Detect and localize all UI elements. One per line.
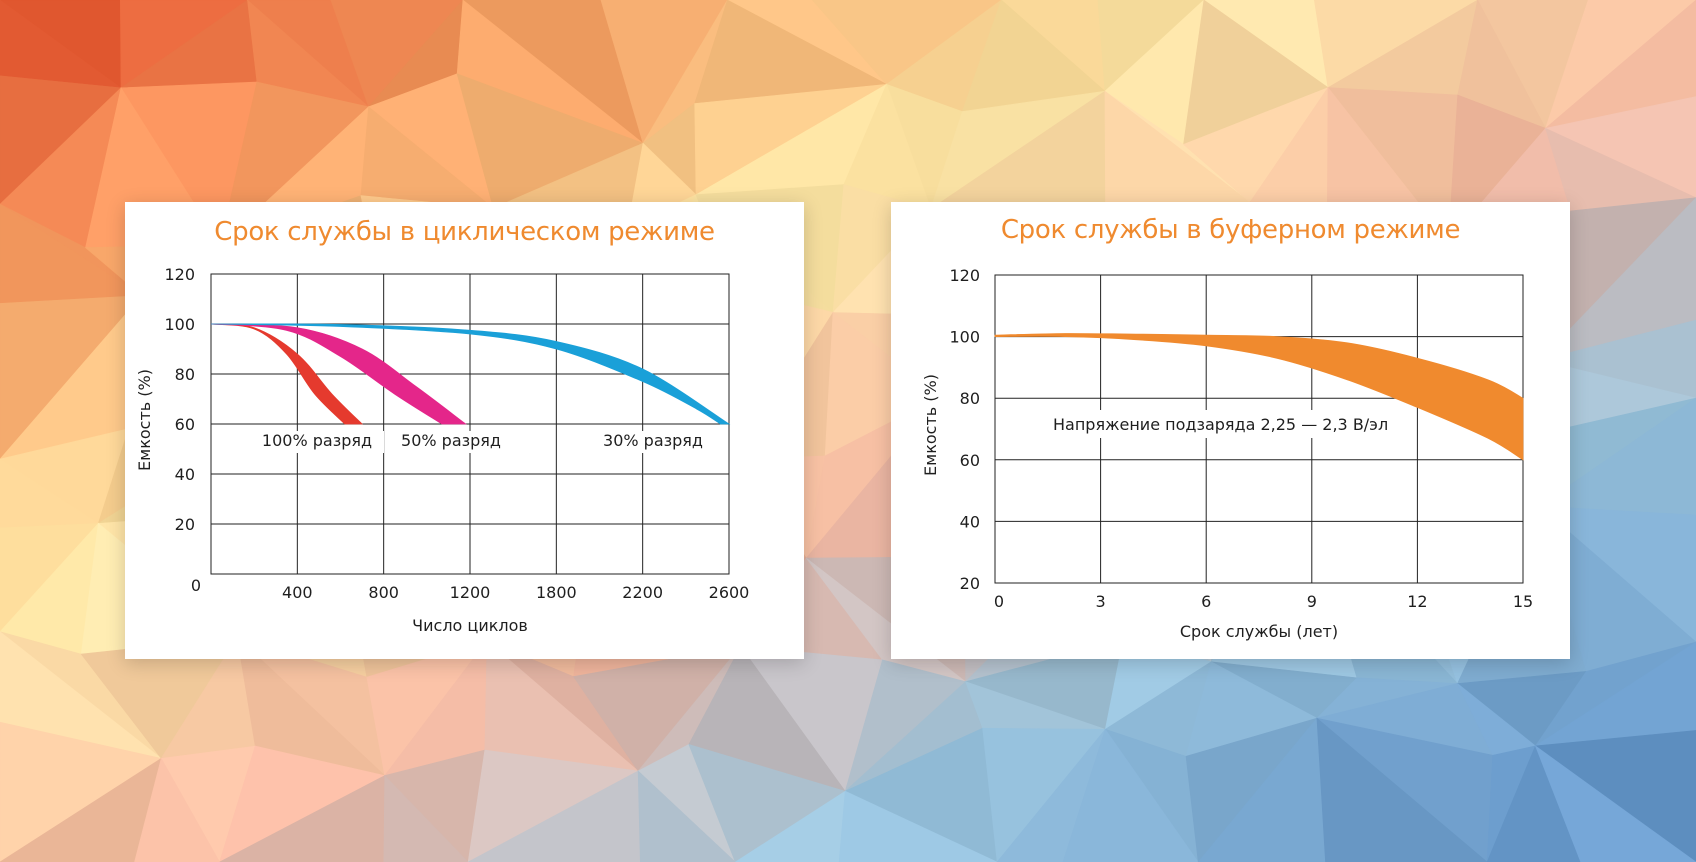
float-annotation-bg [1046, 410, 1382, 438]
cyclic-y-tick-label: 40 [175, 465, 195, 484]
float-x-tick-label: 0 [994, 592, 1004, 611]
cyclic-series-label-2: 30% разряд [603, 431, 703, 450]
float-x-tick-label: 12 [1407, 592, 1427, 611]
background-triangle [1534, 745, 1696, 862]
cyclic-series-label-1: 50% разряд [401, 431, 501, 450]
background-triangle [1062, 728, 1199, 862]
cyclic-x-tick-label: 2200 [622, 583, 663, 602]
cyclic-y-tick-label: 0 [191, 576, 201, 595]
cyclic-x-axis-title: Число циклов [412, 616, 528, 635]
cyclic-x-tick-label: 2600 [709, 583, 750, 602]
background-triangle [637, 770, 736, 862]
float-y-tick-label: 20 [960, 574, 980, 593]
float-chart-plot: 120 100 80 60 40 20 0 3 6 9 12 15 Срок службы (лет) Е… [921, 266, 1533, 641]
cyclic-series-label-bg [391, 431, 511, 453]
float-x-axis-title: Срок службы (лет) [1180, 622, 1338, 641]
cyclic-chart-plot: 120 100 80 60 40 20 0 400 800 1200 1800 2200 2600 Чис… [135, 265, 750, 635]
cyclic-x-tick-label: 400 [282, 583, 313, 602]
cyclic-series-label-bg [593, 431, 713, 453]
cyclic-y-tick-label: 60 [175, 415, 195, 434]
cyclic-y-tick-label: 100 [164, 315, 195, 334]
background-triangle [383, 774, 469, 862]
float-y-tick-label: 80 [960, 389, 980, 408]
float-y-axis-title: Емкость (%) [921, 374, 940, 476]
cyclic-chart-title: Срок службы в циклическом режиме [214, 217, 715, 247]
cyclic-x-tick-label: 800 [368, 583, 399, 602]
float-x-tick-label: 6 [1201, 592, 1211, 611]
cyclic-y-axis-title: Емкость (%) [135, 369, 154, 471]
background-triangle [838, 790, 998, 862]
cyclic-life-chart-card: Срок службы в циклическом режиме 120 100 8… [125, 202, 804, 659]
cyclic-y-tick-label: 120 [164, 265, 195, 284]
cyclic-series-label-bg [250, 431, 384, 453]
cyclic-x-tick-label: 1800 [536, 583, 577, 602]
float-x-tick-label: 3 [1096, 592, 1106, 611]
float-series-band-0 [994, 333, 1524, 461]
float-y-tick-label: 40 [960, 512, 980, 531]
float-y-tick-label: 100 [949, 328, 980, 347]
float-x-tick-label: 9 [1307, 592, 1317, 611]
background-triangle [134, 757, 220, 862]
float-y-tick-label: 120 [949, 266, 980, 285]
cyclic-series-band-1 [210, 323, 467, 425]
cyclic-y-tick-label: 20 [175, 515, 195, 534]
background-triangle [1316, 717, 1488, 862]
float-y-tick-label: 60 [960, 451, 980, 470]
float-chart-title: Срок службы в буферном режиме [1000, 215, 1461, 245]
cyclic-series-label-0: 100% разряд [262, 431, 372, 450]
cyclic-series-band-2 [210, 323, 731, 425]
float-annotation: Напряжение подзаряда 2,25 — 2,3 В/эл [1053, 415, 1388, 434]
cyclic-y-tick-label: 80 [175, 365, 195, 384]
float-life-chart-card: Срок службы в буферном режиме 120 100 80 60… [891, 202, 1570, 659]
cyclic-series-band-0 [210, 323, 364, 425]
cyclic-x-tick-label: 1200 [450, 583, 491, 602]
float-x-tick-label: 15 [1513, 592, 1533, 611]
